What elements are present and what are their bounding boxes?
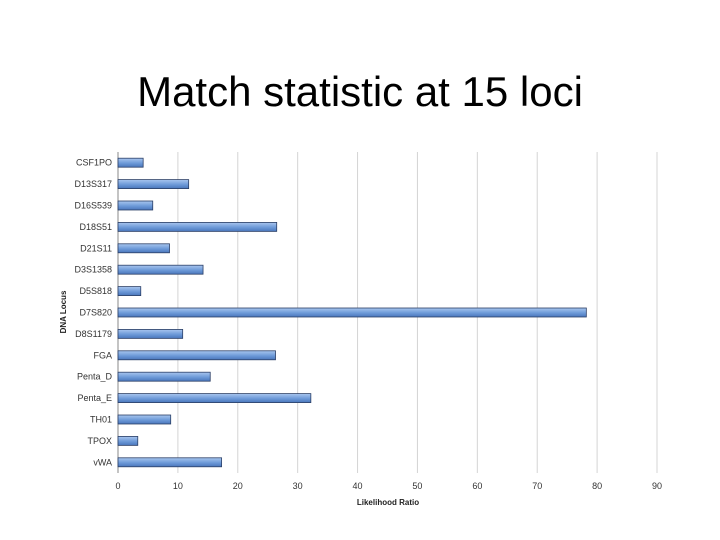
- y-tick-label: TH01: [90, 415, 112, 425]
- bar: [117, 436, 139, 446]
- y-tick-label: Penta_E: [77, 393, 112, 403]
- y-axis-title: DNA Locus: [59, 290, 68, 333]
- y-tick-label: D21S11: [80, 243, 112, 253]
- bar: [117, 179, 190, 189]
- x-tick-label: 0: [115, 481, 120, 491]
- y-tick-label: D13S317: [74, 179, 112, 189]
- x-tick-label: 60: [472, 481, 482, 491]
- bar: [117, 350, 276, 361]
- bar: [117, 243, 170, 254]
- y-tick-label: TPOX: [87, 436, 112, 446]
- y-tick-label: vWA: [93, 457, 112, 467]
- x-tick-label: 40: [353, 481, 363, 491]
- bar: [117, 307, 587, 318]
- y-tick-label: D18S51: [79, 222, 112, 232]
- y-tick-labels: CSF1PO D13S317 D16S539 D18S51 D21S11 D3S1358 D…: [74, 158, 112, 468]
- y-tick-label: D16S539: [74, 201, 112, 211]
- bar: [117, 329, 184, 339]
- bar: [117, 371, 211, 382]
- x-tick-label: 80: [592, 481, 602, 491]
- y-tick-label: FGA: [93, 350, 112, 360]
- bar: [117, 393, 312, 403]
- x-tick-label: 90: [652, 481, 662, 491]
- bar: [117, 457, 223, 468]
- x-tick-labels: 0 10 20 30 40 50 60 70 80 90: [115, 481, 662, 491]
- bars: [117, 157, 587, 468]
- bar: [117, 264, 204, 275]
- x-axis-title: Likelihood Ratio: [357, 498, 419, 507]
- bar: [117, 157, 144, 168]
- y-tick-label: D7S820: [79, 308, 112, 318]
- slide-title: Match statistic at 15 loci: [137, 68, 583, 115]
- y-tick-label: D3S1358: [74, 265, 112, 275]
- y-tick-label: CSF1PO: [76, 158, 112, 168]
- y-tick-label: Penta_D: [77, 372, 113, 382]
- x-tick-label: 50: [412, 481, 422, 491]
- x-tick-label: 70: [532, 481, 542, 491]
- x-tick-label: 30: [293, 481, 303, 491]
- bar: [117, 222, 278, 232]
- y-tick-label: D8S1179: [75, 329, 112, 339]
- x-tick-label: 10: [173, 481, 183, 491]
- y-tick-label: D5S818: [79, 286, 112, 296]
- x-tick-label: 20: [233, 481, 243, 491]
- bar: [117, 200, 154, 211]
- bar: [117, 414, 172, 425]
- bar: [117, 286, 142, 296]
